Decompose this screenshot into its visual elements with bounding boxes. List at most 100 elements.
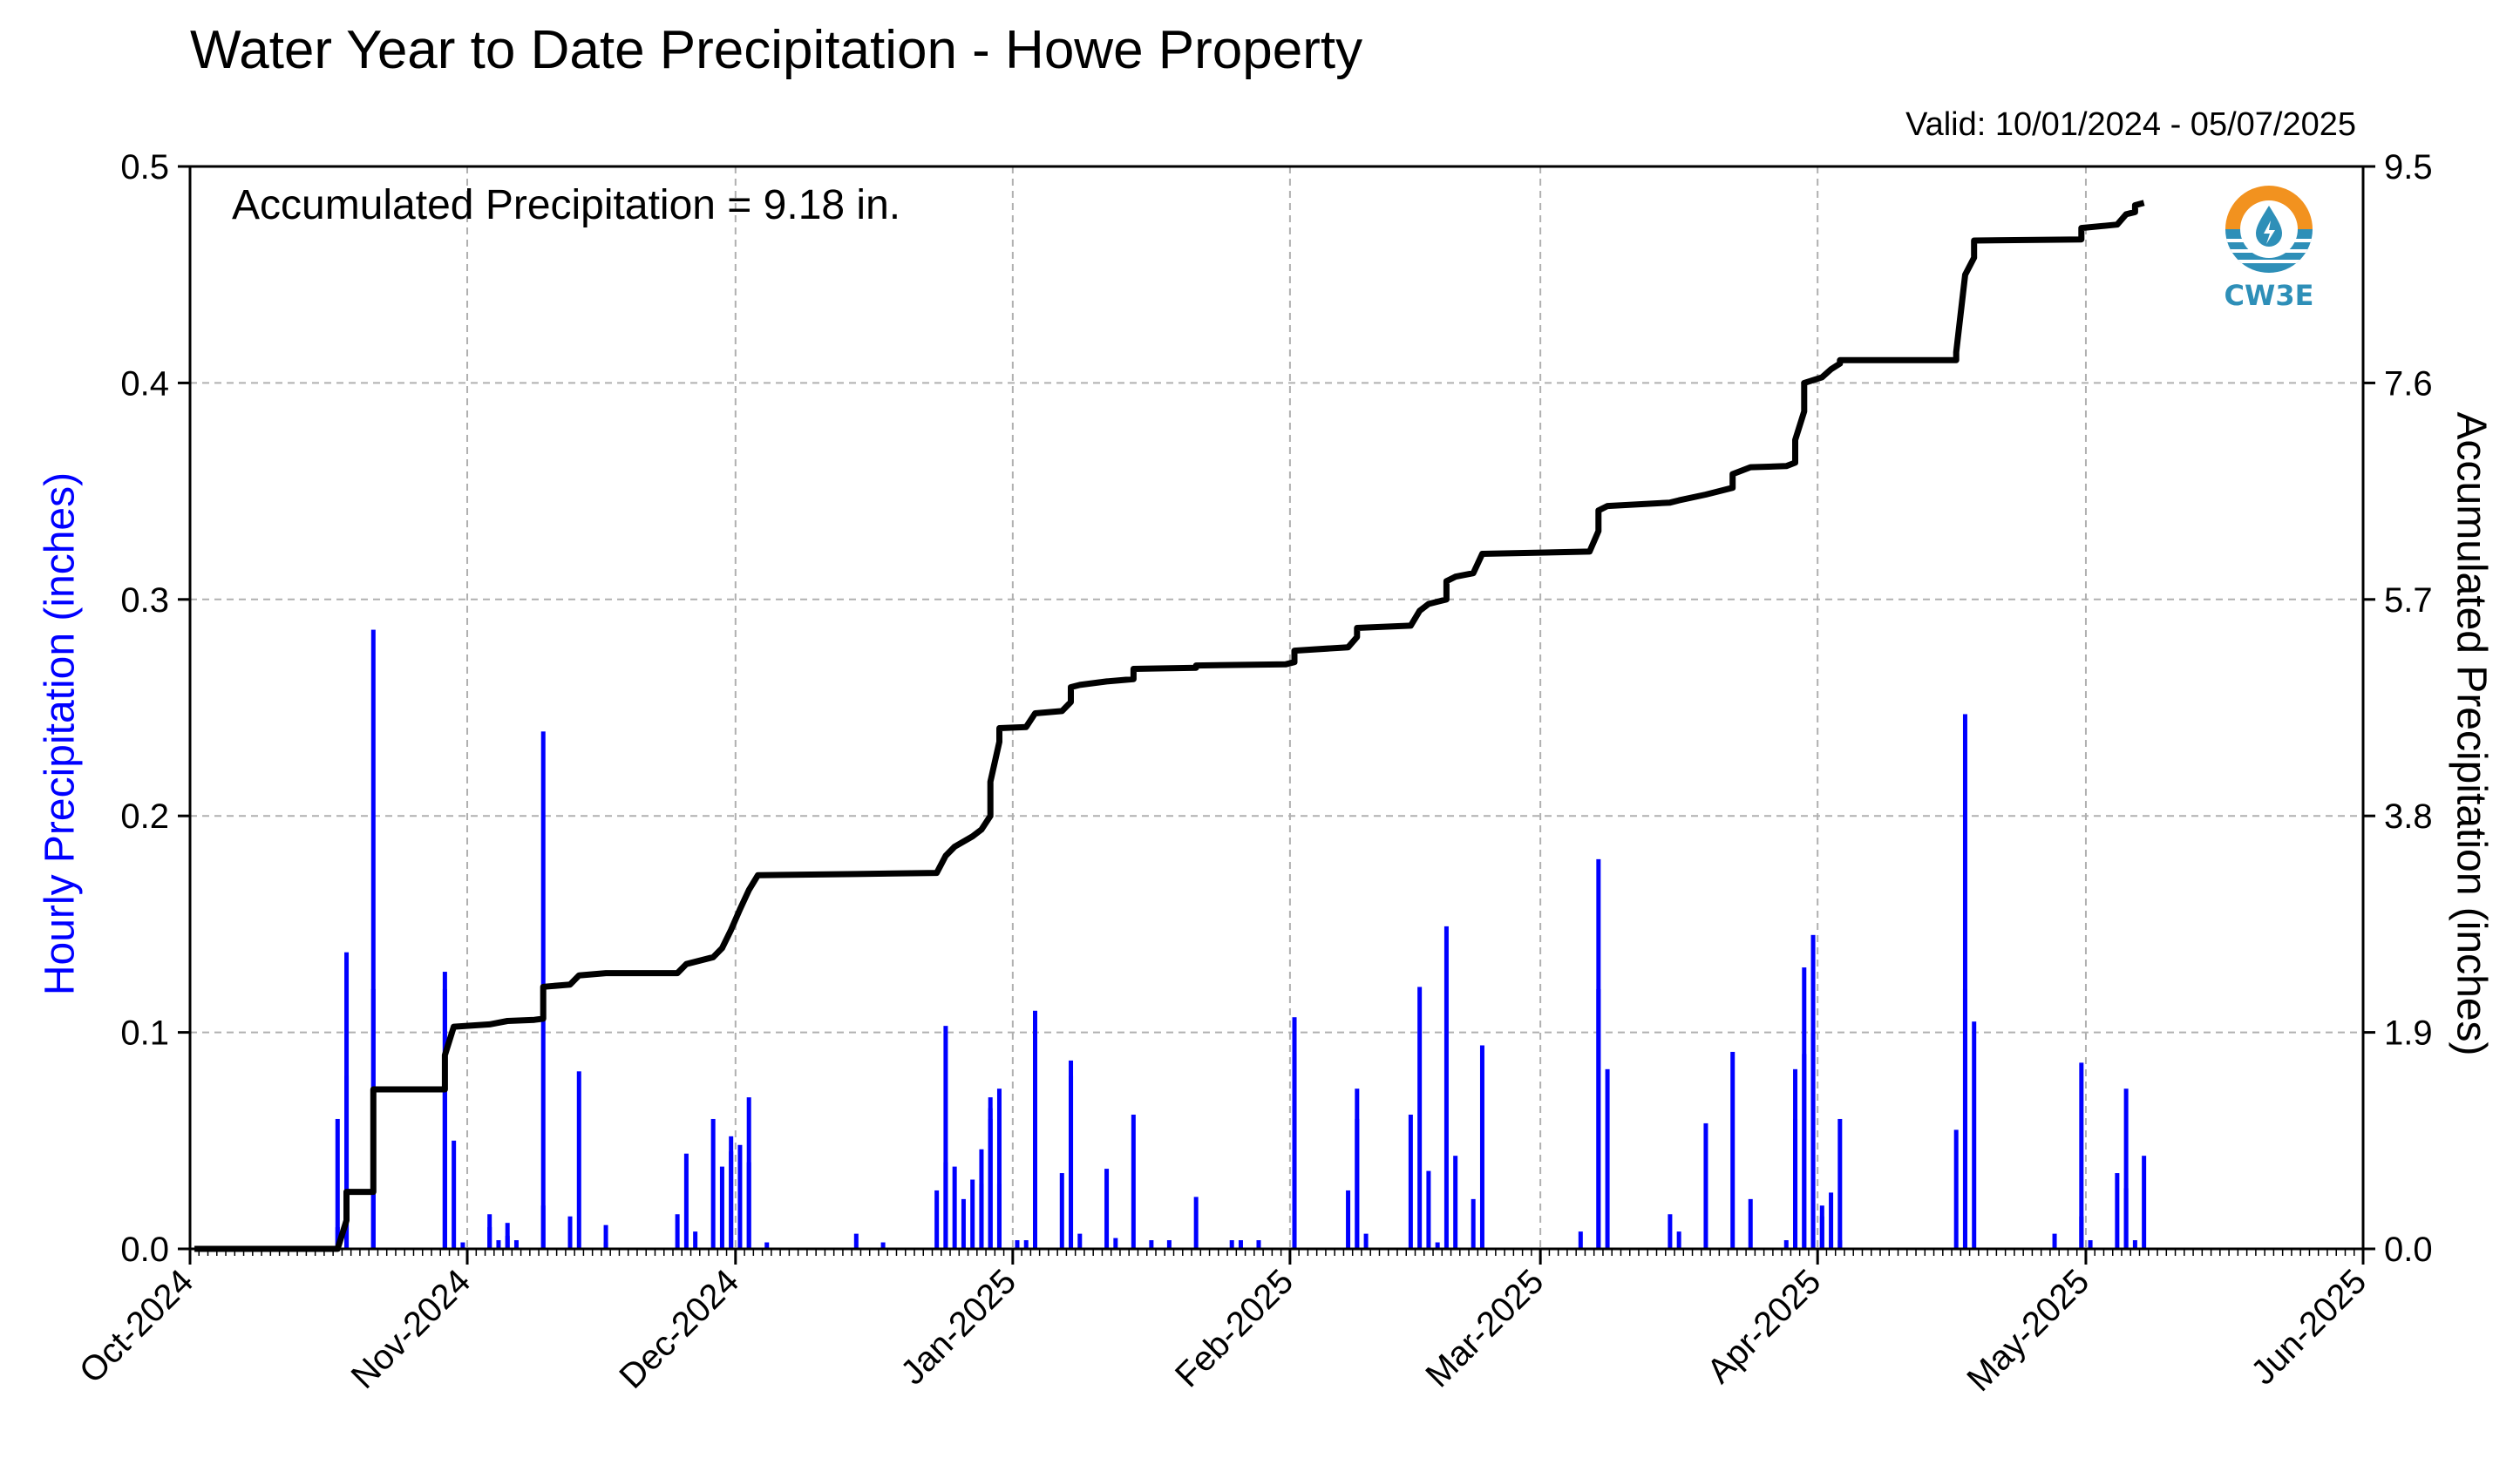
hourly-precip-bar	[1417, 987, 1423, 1249]
hourly-precip-bar	[1837, 1118, 1843, 1249]
hourly-precip-bar	[603, 1242, 608, 1249]
hourly-precip-bar	[1408, 1114, 1413, 1249]
hourly-precip-bar	[1015, 1240, 1020, 1249]
hourly-precip-bar	[1435, 1242, 1440, 1249]
y-right-tick-label: 9.5	[2384, 148, 2433, 187]
hourly-precip-bar	[1077, 1233, 1083, 1249]
hourly-precip-bar	[1730, 1051, 1735, 1249]
hourly-precip-bar	[452, 1140, 457, 1249]
y-right-tick-label: 0.0	[2384, 1231, 2433, 1269]
hourly-precip-bar	[335, 1118, 340, 1249]
x-tick-label: May-2025	[1960, 1262, 2096, 1399]
hourly-precip-bar	[1819, 1216, 1824, 1249]
hourly-precip-bar	[2088, 1240, 2093, 1249]
hourly-precip-bar	[2132, 1240, 2137, 1249]
x-tick-label: Apr-2025	[1700, 1262, 1828, 1390]
hourly-precip-bar	[1748, 1198, 1753, 1249]
hourly-precip-bar	[1793, 1118, 1798, 1249]
hourly-precip-bar	[746, 1162, 751, 1249]
hourly-precip-bar	[943, 1162, 948, 1249]
hourly-precip-bar	[576, 1071, 581, 1249]
hourly-precip-bar	[1346, 1190, 1351, 1249]
hourly-precip-bar	[1256, 1240, 1261, 1249]
hourly-precip-bar	[2079, 1062, 2084, 1249]
hourly-precip-bar	[1810, 1032, 1816, 1249]
y-axis-right-label: Accumulated Precipitation (inches)	[2448, 411, 2495, 1056]
hourly-precip-bar	[1023, 1240, 1029, 1249]
y-right-tick-label: 5.7	[2384, 581, 2433, 620]
hourly-precip-bar	[1033, 1010, 1037, 1249]
hourly-precip-bar	[1596, 988, 1601, 1249]
hourly-precip-bar	[2123, 1089, 2129, 1249]
y-left-tick-label: 0.3	[120, 581, 169, 620]
x-tick-label: Nov-2024	[344, 1262, 479, 1396]
hourly-precip-bar	[737, 1144, 743, 1249]
hourly-precip-bar	[1363, 1233, 1369, 1249]
hourly-precip-bar	[952, 1166, 957, 1249]
hourly-precip-bar	[934, 1190, 940, 1249]
cw3e-logo: CW3E	[2221, 181, 2317, 321]
logo-text: CW3E	[2224, 279, 2314, 312]
hourly-precip-bar	[1479, 1045, 1484, 1249]
hourly-precip-bar	[567, 1216, 573, 1249]
hourly-precip-bar	[1471, 1198, 1476, 1249]
hourly-precip-bar	[1972, 1021, 1977, 1249]
hourly-precip-bar	[1605, 1068, 1610, 1249]
hourly-precip-bar	[1668, 1214, 1673, 1249]
x-tick-label: Dec-2024	[612, 1262, 746, 1396]
hourly-precip-bar	[1962, 714, 1967, 1249]
hourly-precip-bar	[710, 1118, 716, 1249]
hourly-precip-bar	[460, 1242, 465, 1249]
hourly-precip-bar	[603, 1224, 608, 1249]
hourly-precip-bar	[1059, 1173, 1064, 1249]
hourly-precip-bar	[1829, 1240, 1834, 1249]
valid-date-range: Valid: 10/01/2024 - 05/07/2025	[1905, 106, 2356, 143]
hourly-precip-bar	[1783, 1240, 1789, 1249]
y-right-tick-label: 3.8	[2384, 797, 2433, 836]
hourly-precip-bar	[719, 1166, 724, 1249]
hourly-precip-bar	[1676, 1231, 1681, 1249]
y-left-tick-label: 0.2	[120, 797, 169, 836]
hourly-precip-bar	[979, 1149, 984, 1249]
hourly-precip-bar	[442, 1054, 447, 1249]
hourly-precip-bar	[1104, 1169, 1110, 1249]
hourly-precip-bar	[943, 1026, 948, 1249]
x-tick-label: Feb-2025	[1168, 1262, 1301, 1394]
x-tick-label: Jun-2025	[2244, 1262, 2374, 1392]
y-right-tick-label: 1.9	[2384, 1014, 2433, 1053]
hourly-precip-bar	[970, 1179, 975, 1249]
hourly-precip-bar	[1837, 1240, 1843, 1249]
hourly-precip-bar	[1229, 1240, 1234, 1249]
hourly-precip-bar	[1069, 1075, 1074, 1249]
y-axis-left-label: Hourly Precipitation (inches)	[37, 471, 84, 996]
cw3e-logo-icon	[2225, 186, 2313, 273]
hourly-precip-bar	[1193, 1197, 1199, 1249]
hourly-precip-bar	[1355, 1118, 1360, 1249]
hourly-precip-bar	[996, 1089, 1002, 1249]
y-left-tick-label: 0.5	[120, 148, 169, 187]
x-tick-label: Mar-2025	[1418, 1262, 1551, 1394]
hourly-precip-bar	[1292, 1054, 1297, 1249]
hourly-precip-bar	[1703, 1122, 1708, 1249]
hourly-precip-bar	[729, 1151, 734, 1249]
hourly-precip-bar	[1953, 1129, 1959, 1249]
hourly-precip-bar	[1113, 1238, 1118, 1249]
y-right-tick-label: 7.6	[2384, 364, 2433, 403]
hourly-precip-bar	[764, 1242, 770, 1249]
hourly-precip-bar	[1962, 988, 1967, 1249]
hourly-precip-bar	[1443, 926, 1449, 1249]
hourly-precip-bar	[1802, 1054, 1807, 1249]
x-tick-label: Jan-2025	[893, 1262, 1023, 1392]
hourly-precip-bar	[370, 629, 376, 1249]
hourly-precip-bar	[496, 1240, 501, 1249]
hourly-precip-bar	[683, 1153, 689, 1249]
hourly-precip-bar	[2115, 1173, 2120, 1249]
accumulated-precip-line	[194, 200, 2145, 1252]
hourly-precip-bar	[540, 1205, 546, 1249]
hourly-precip-bar	[880, 1242, 886, 1249]
hourly-precip-bar	[961, 1198, 966, 1249]
hourly-precip-bar	[1238, 1240, 1243, 1249]
hourly-precip-bar	[2052, 1233, 2057, 1249]
chart-title: Water Year to Date Precipitation - Howe …	[190, 20, 1363, 80]
